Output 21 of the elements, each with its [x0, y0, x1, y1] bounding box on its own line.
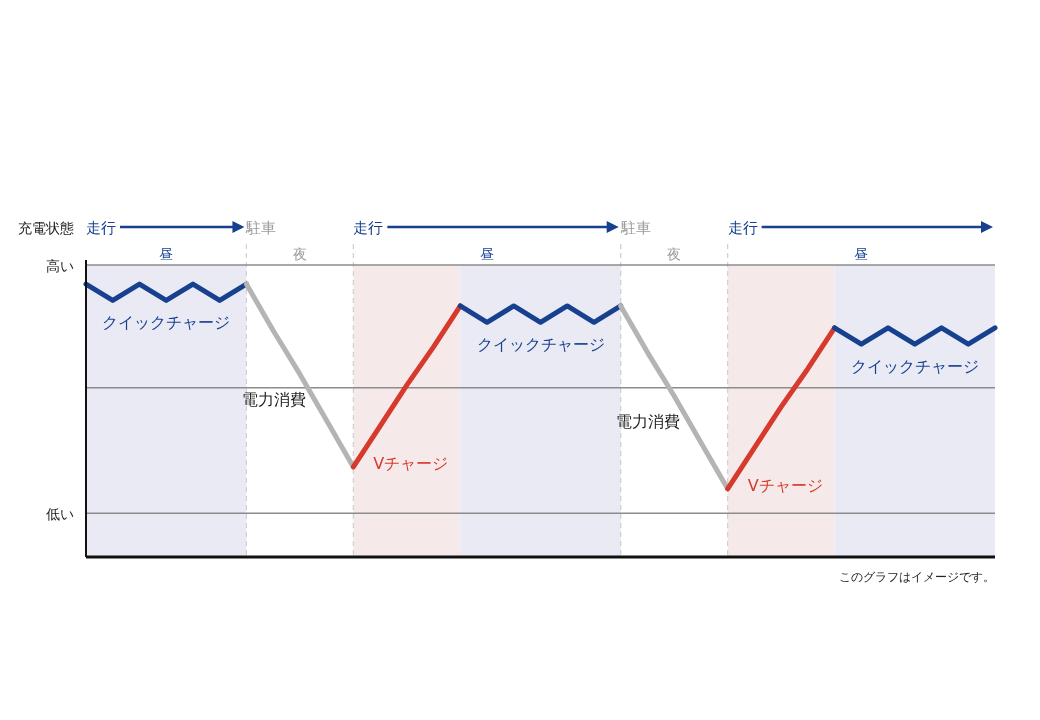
- ref-line-label: 高い: [46, 258, 74, 274]
- text: 昼: [854, 246, 869, 262]
- text: 走行: [353, 219, 384, 237]
- series-label: クイックチャージ: [102, 313, 231, 333]
- series-label: 電力消費: [241, 390, 306, 410]
- text: 夜: [292, 246, 307, 262]
- series-label: クイックチャージ: [476, 335, 605, 355]
- text: 昼: [480, 246, 495, 262]
- text: 走行: [727, 219, 758, 237]
- text: 駐車: [619, 219, 651, 237]
- text: 夜: [667, 246, 682, 262]
- text: 駐車: [245, 219, 277, 237]
- series-label: 電力消費: [616, 412, 681, 432]
- text: このグラフはイメージです。: [839, 570, 995, 584]
- ref-line-label: 低い: [46, 506, 74, 523]
- y-axis-title: 充電状態: [18, 220, 74, 236]
- series-label: クイックチャージ: [850, 357, 979, 377]
- text: 走行: [86, 219, 116, 237]
- text: 昼: [159, 246, 174, 262]
- series-label: Vチャージ: [373, 453, 449, 473]
- series-label: Vチャージ: [747, 475, 823, 495]
